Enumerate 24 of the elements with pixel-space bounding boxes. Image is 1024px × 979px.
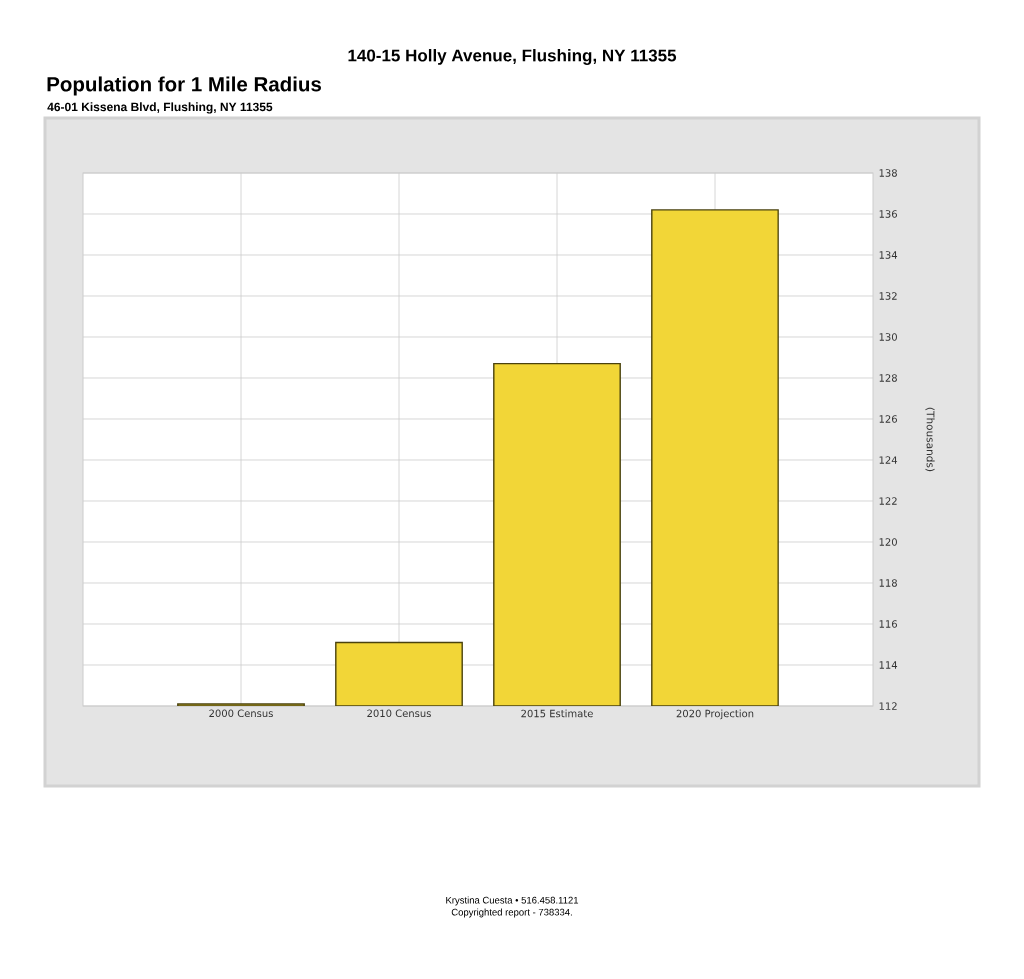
y-tick-label: 118 bbox=[879, 579, 897, 587]
y-tick-label: 124 bbox=[879, 456, 898, 464]
y-tick-label: 128 bbox=[879, 374, 897, 382]
y-tick-label: 138 bbox=[879, 169, 897, 177]
y-tick-label: 136 bbox=[879, 210, 897, 218]
x-tick-label: 2010 Census bbox=[367, 709, 431, 718]
y-tick-label: 126 bbox=[879, 415, 897, 423]
chart-title: Population for 1 Mile Radius bbox=[47, 76, 321, 96]
y-tick-label: 114 bbox=[879, 661, 898, 669]
y-axis-title: (Thousands) bbox=[925, 407, 935, 472]
chart-subtitle: 46-01 Kissena Blvd, Flushing, NY 11355 bbox=[47, 102, 273, 114]
x-tick-label: 2015 Estimate bbox=[521, 709, 593, 718]
y-tick-label: 120 bbox=[879, 538, 897, 546]
x-tick-label: 2020 Projection bbox=[676, 709, 754, 720]
y-tick-label: 116 bbox=[879, 620, 897, 628]
text: Copyrighted report - 738334. bbox=[451, 908, 572, 918]
y-tick-label: 130 bbox=[879, 333, 897, 341]
y-tick-label: 122 bbox=[879, 497, 897, 505]
text: Krystina Cuesta • 516.458.1121 bbox=[446, 896, 579, 906]
y-tick-label: 112 bbox=[879, 702, 897, 710]
y-tick-label: 132 bbox=[879, 292, 897, 300]
y-tick-label: 134 bbox=[879, 251, 898, 259]
text: 140-15 Holly Avenue, Flushing, NY 11355 bbox=[348, 49, 677, 65]
x-tick-label: 2000 Census bbox=[209, 709, 273, 718]
